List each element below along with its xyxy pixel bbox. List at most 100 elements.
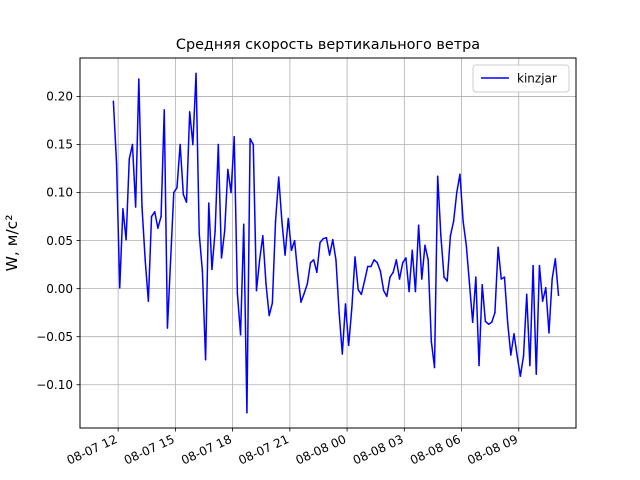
x-tick-label: 08-08 06 <box>408 432 463 467</box>
data-point <box>471 321 474 324</box>
data-point <box>316 271 318 274</box>
data-point <box>195 72 197 75</box>
data-point <box>214 230 216 232</box>
data-point <box>328 254 331 256</box>
data-point <box>293 239 296 242</box>
data-point <box>414 290 417 293</box>
data-point <box>208 202 210 204</box>
data-point <box>363 280 366 282</box>
data-point <box>468 283 471 285</box>
data-point <box>217 143 220 146</box>
data-point <box>506 321 509 324</box>
data-point <box>284 254 286 256</box>
data-point <box>510 354 512 356</box>
data-point <box>366 265 369 268</box>
y-tick-label: 0.00 <box>46 282 73 296</box>
data-point <box>452 220 455 223</box>
grid <box>80 58 576 428</box>
data-point <box>446 280 448 282</box>
y-tick-label: −0.05 <box>36 330 73 344</box>
data-point <box>211 268 213 271</box>
data-point <box>169 259 172 261</box>
data-point <box>545 286 547 289</box>
data-point <box>411 249 414 251</box>
data-point <box>277 176 280 178</box>
chart-title: Средняя скорость вертикального ветра <box>176 37 480 53</box>
data-point <box>297 273 299 275</box>
data-point <box>459 173 461 176</box>
data-point <box>494 311 496 314</box>
data-point <box>166 327 169 329</box>
data-point <box>182 193 185 196</box>
data-point <box>395 259 398 261</box>
data-point <box>309 261 312 264</box>
data-point <box>319 241 321 244</box>
data-point <box>312 259 315 261</box>
data-point <box>255 289 258 292</box>
data-point <box>134 206 137 208</box>
data-point <box>465 244 468 247</box>
x-tick-label: 08-07 15 <box>122 432 177 467</box>
plot-frame <box>79 57 577 429</box>
data-point <box>242 223 245 226</box>
data-point <box>357 288 359 291</box>
data-point <box>198 233 200 235</box>
data-point <box>303 292 305 295</box>
data-point <box>227 168 229 171</box>
y-tick-label: 0.15 <box>46 138 73 152</box>
data-point <box>335 259 337 261</box>
data-point <box>141 206 143 208</box>
data-point <box>125 238 127 241</box>
data-point <box>262 235 264 237</box>
data-point <box>529 364 531 367</box>
data-point <box>433 366 436 369</box>
data-point <box>408 290 410 293</box>
data-point <box>548 332 550 334</box>
data-point <box>223 230 226 232</box>
data-point <box>122 208 124 210</box>
data-point <box>160 215 162 218</box>
series-kinzjar <box>112 72 560 414</box>
data-point <box>271 302 274 304</box>
data-point <box>306 283 309 285</box>
data-point <box>239 334 242 336</box>
data-point <box>201 270 204 273</box>
data-point <box>150 215 153 218</box>
legend-label: kinzjar <box>517 72 557 86</box>
data-point <box>436 175 439 177</box>
y-tick-label: 0.05 <box>46 234 73 248</box>
data-point <box>118 286 121 289</box>
data-point <box>405 257 407 259</box>
data-point <box>236 292 239 295</box>
data-point <box>268 314 270 317</box>
data-point <box>392 271 394 274</box>
data-point <box>265 283 267 285</box>
x-tick-label: 08-07 21 <box>236 432 291 467</box>
data-point <box>535 373 538 375</box>
data-point <box>290 249 293 251</box>
data-point <box>188 111 191 113</box>
x-tick-label: 08-07 18 <box>179 432 234 467</box>
data-point <box>341 353 344 355</box>
data-point <box>557 294 560 297</box>
data-point <box>519 375 522 377</box>
data-point <box>525 293 528 296</box>
data-point <box>360 293 363 296</box>
data-point <box>246 411 248 414</box>
data-point <box>220 257 223 259</box>
y-tick-label: 0.20 <box>46 90 73 104</box>
y-tick-label: 0.10 <box>46 186 73 200</box>
data-point <box>192 143 194 146</box>
data-point <box>379 270 382 273</box>
data-point <box>500 278 503 280</box>
data-point <box>233 136 235 138</box>
data-point <box>176 186 178 189</box>
y-axis-label: W, м/с² <box>3 215 21 272</box>
data-point <box>354 256 356 258</box>
series-layer <box>112 72 560 414</box>
data-point <box>147 300 150 302</box>
data-point <box>252 143 255 146</box>
x-tick-label: 08-08 09 <box>465 432 520 467</box>
data-point <box>490 321 493 324</box>
legend-box <box>472 64 570 93</box>
